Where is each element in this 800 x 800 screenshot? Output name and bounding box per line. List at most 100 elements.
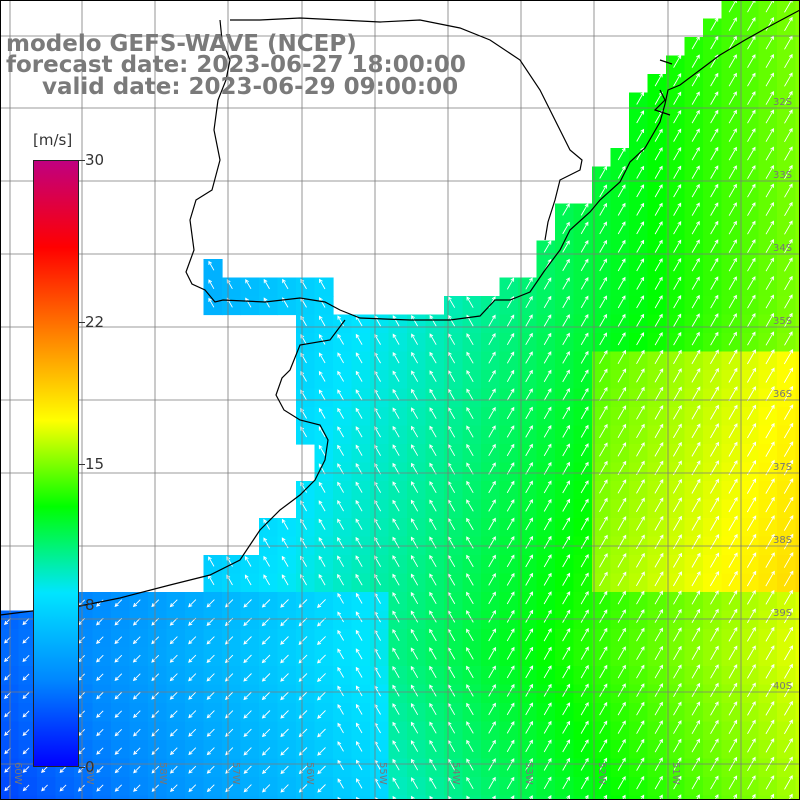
wind-arrow xyxy=(636,497,645,513)
wind-arrow xyxy=(466,591,474,605)
wind-arrow xyxy=(562,332,570,346)
wind-arrow xyxy=(599,165,607,179)
wind-arrow xyxy=(765,422,775,439)
wind-arrow xyxy=(728,478,738,494)
wind-arrow xyxy=(411,444,419,456)
wind-speed-cell xyxy=(222,795,242,800)
wind-arrow xyxy=(691,534,701,550)
wind-arrow xyxy=(691,701,701,716)
wind-arrow xyxy=(765,441,775,457)
wind-arrow xyxy=(691,349,701,365)
wind-arrow xyxy=(562,406,570,420)
wind-arrow xyxy=(263,278,270,290)
wind-arrow xyxy=(765,367,775,383)
wind-arrow xyxy=(410,647,419,660)
wind-arrow xyxy=(691,54,700,68)
colorbar-tick-label: 22 xyxy=(85,312,105,331)
wind-arrow xyxy=(765,294,774,309)
wind-arrow xyxy=(317,710,326,719)
wind-arrow xyxy=(654,349,664,365)
wind-arrow xyxy=(263,518,270,530)
wind-arrow xyxy=(392,462,400,475)
wind-arrow xyxy=(691,775,700,790)
wind-arrow xyxy=(466,554,474,568)
wind-arrow xyxy=(691,109,700,124)
wind-arrow xyxy=(411,795,415,800)
wind-speed-cell xyxy=(795,777,800,797)
wind-arrow xyxy=(709,570,720,587)
wind-arrow xyxy=(677,794,682,800)
wind-arrow xyxy=(429,333,437,345)
wind-arrow xyxy=(506,388,515,401)
wind-arrow xyxy=(765,312,774,328)
wind-arrow xyxy=(673,664,682,679)
wind-arrow xyxy=(298,691,308,701)
wind-arrow xyxy=(728,423,738,439)
wind-arrow xyxy=(636,165,645,179)
wind-arrow xyxy=(525,591,533,605)
wind-arrow xyxy=(466,296,474,308)
wind-arrow xyxy=(206,599,215,608)
wind-arrow xyxy=(636,552,645,568)
wind-arrow xyxy=(429,647,437,660)
wind-arrow xyxy=(525,369,533,383)
wind-arrow xyxy=(392,333,400,345)
wind-arrow xyxy=(392,518,400,530)
wind-arrow xyxy=(599,386,608,401)
wind-arrow xyxy=(448,370,456,382)
wind-arrow xyxy=(617,571,627,587)
wind-arrow xyxy=(562,776,570,790)
wind-speed-cell xyxy=(795,388,800,408)
wind-arrow xyxy=(599,497,608,513)
wind-arrow xyxy=(580,332,589,346)
wind-arrow xyxy=(170,784,178,792)
wind-arrow xyxy=(580,609,589,623)
wind-arrow xyxy=(488,758,496,771)
wind-arrow xyxy=(599,258,607,272)
wind-arrow xyxy=(654,664,663,679)
wind-arrow xyxy=(765,53,774,68)
colorbar-tick-mark xyxy=(79,160,85,161)
wind-arrow xyxy=(728,775,738,790)
wind-arrow xyxy=(543,498,552,512)
wind-arrow xyxy=(599,184,607,198)
wind-arrow xyxy=(525,628,534,642)
wind-arrow xyxy=(599,627,608,642)
wind-speed-cell xyxy=(777,795,797,800)
wind-arrow xyxy=(728,626,738,642)
wind-arrow xyxy=(784,700,793,716)
wind-arrow xyxy=(636,349,645,365)
wind-arrow xyxy=(783,570,794,587)
wind-arrow xyxy=(728,17,737,31)
wind-arrow xyxy=(392,481,400,493)
wind-arrow xyxy=(410,628,419,642)
wind-arrow xyxy=(599,516,608,531)
wind-arrow xyxy=(765,220,774,235)
wind-speed-cell xyxy=(92,795,112,800)
wind-arrow xyxy=(654,221,663,235)
wind-arrow xyxy=(355,722,363,734)
wind-arrow xyxy=(355,555,363,567)
wind-speed-cell xyxy=(74,795,94,800)
wind-arrow xyxy=(543,295,552,309)
wind-arrow xyxy=(636,423,645,439)
wind-arrow xyxy=(525,665,534,679)
wind-arrow xyxy=(747,165,756,179)
wind-arrow xyxy=(280,710,289,719)
wind-arrow xyxy=(691,682,701,698)
wind-arrow xyxy=(525,314,533,327)
wind-arrow xyxy=(543,739,552,753)
wind-arrow xyxy=(654,405,664,420)
wind-arrow xyxy=(318,518,326,530)
wind-speed-cell xyxy=(721,795,741,800)
wind-arrow xyxy=(710,608,719,624)
wind-speed-cell xyxy=(795,703,800,723)
wind-arrow xyxy=(747,294,756,309)
wind-arrow xyxy=(784,164,793,180)
wind-arrow xyxy=(114,599,123,607)
wind-speed-cell xyxy=(795,407,800,427)
wind-arrow xyxy=(188,599,197,608)
wind-arrow xyxy=(317,747,326,756)
wind-arrow xyxy=(751,793,756,800)
